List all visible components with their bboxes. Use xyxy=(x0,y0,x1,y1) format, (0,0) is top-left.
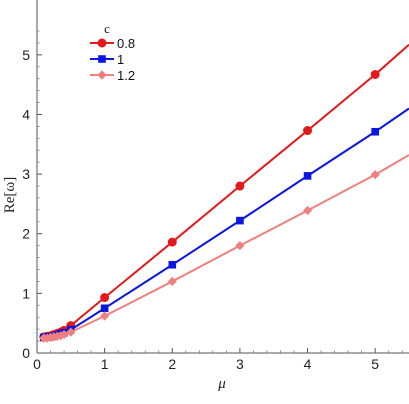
legend-label: 1.2 xyxy=(117,68,135,83)
y-tick-label: 4 xyxy=(22,106,30,122)
legend-label: 0.8 xyxy=(117,36,135,51)
data-point xyxy=(370,170,380,180)
x-tick-label: 1 xyxy=(101,356,109,372)
data-point xyxy=(302,205,313,216)
series-line xyxy=(43,43,409,338)
legend-item: 1.2 xyxy=(90,68,135,83)
x-tick-label: 5 xyxy=(371,356,379,372)
data-point xyxy=(100,311,110,321)
series-layer xyxy=(39,43,409,343)
legend: c 0.811.2 xyxy=(90,21,135,83)
data-point xyxy=(66,327,76,337)
y-tick-label: 2 xyxy=(22,226,30,242)
legend-swatch-marker xyxy=(98,55,106,63)
data-point xyxy=(235,241,245,251)
data-point xyxy=(236,216,244,225)
data-point xyxy=(168,260,177,269)
data-point xyxy=(167,276,177,287)
data-point xyxy=(370,69,380,79)
axes: 0 1 2 3 4 5 0 1 2 3 4 5 xyxy=(22,0,409,372)
x-tick-label: 2 xyxy=(168,356,176,372)
data-point xyxy=(59,329,69,340)
series-line xyxy=(43,154,409,340)
legend-swatch-marker xyxy=(97,38,107,48)
x-tick-label: 3 xyxy=(236,356,244,372)
data-point xyxy=(371,127,379,136)
y-tick-label: 3 xyxy=(22,166,30,182)
x-tick-label: 0 xyxy=(33,356,41,372)
y-tick-label: 0 xyxy=(22,345,30,361)
legend-swatch-marker xyxy=(97,70,107,80)
y-tick-label: 1 xyxy=(22,285,30,301)
data-point xyxy=(303,126,313,136)
data-point xyxy=(303,172,312,180)
data-point xyxy=(100,293,110,303)
data-point xyxy=(167,237,177,247)
series-1-2 xyxy=(39,154,409,343)
x-tick-label: 4 xyxy=(304,356,312,372)
series-0-8 xyxy=(39,43,409,342)
legend-item: 0.8 xyxy=(90,36,135,51)
legend-item: 1 xyxy=(90,52,124,67)
x-axis-title: μ xyxy=(217,376,226,392)
y-axis-title: Re[ω] xyxy=(2,177,18,214)
legend-label: 1 xyxy=(117,52,124,67)
data-point xyxy=(235,181,245,191)
y-tick-label: 5 xyxy=(22,47,30,63)
legend-title: c xyxy=(104,21,110,36)
data-point xyxy=(100,304,109,313)
